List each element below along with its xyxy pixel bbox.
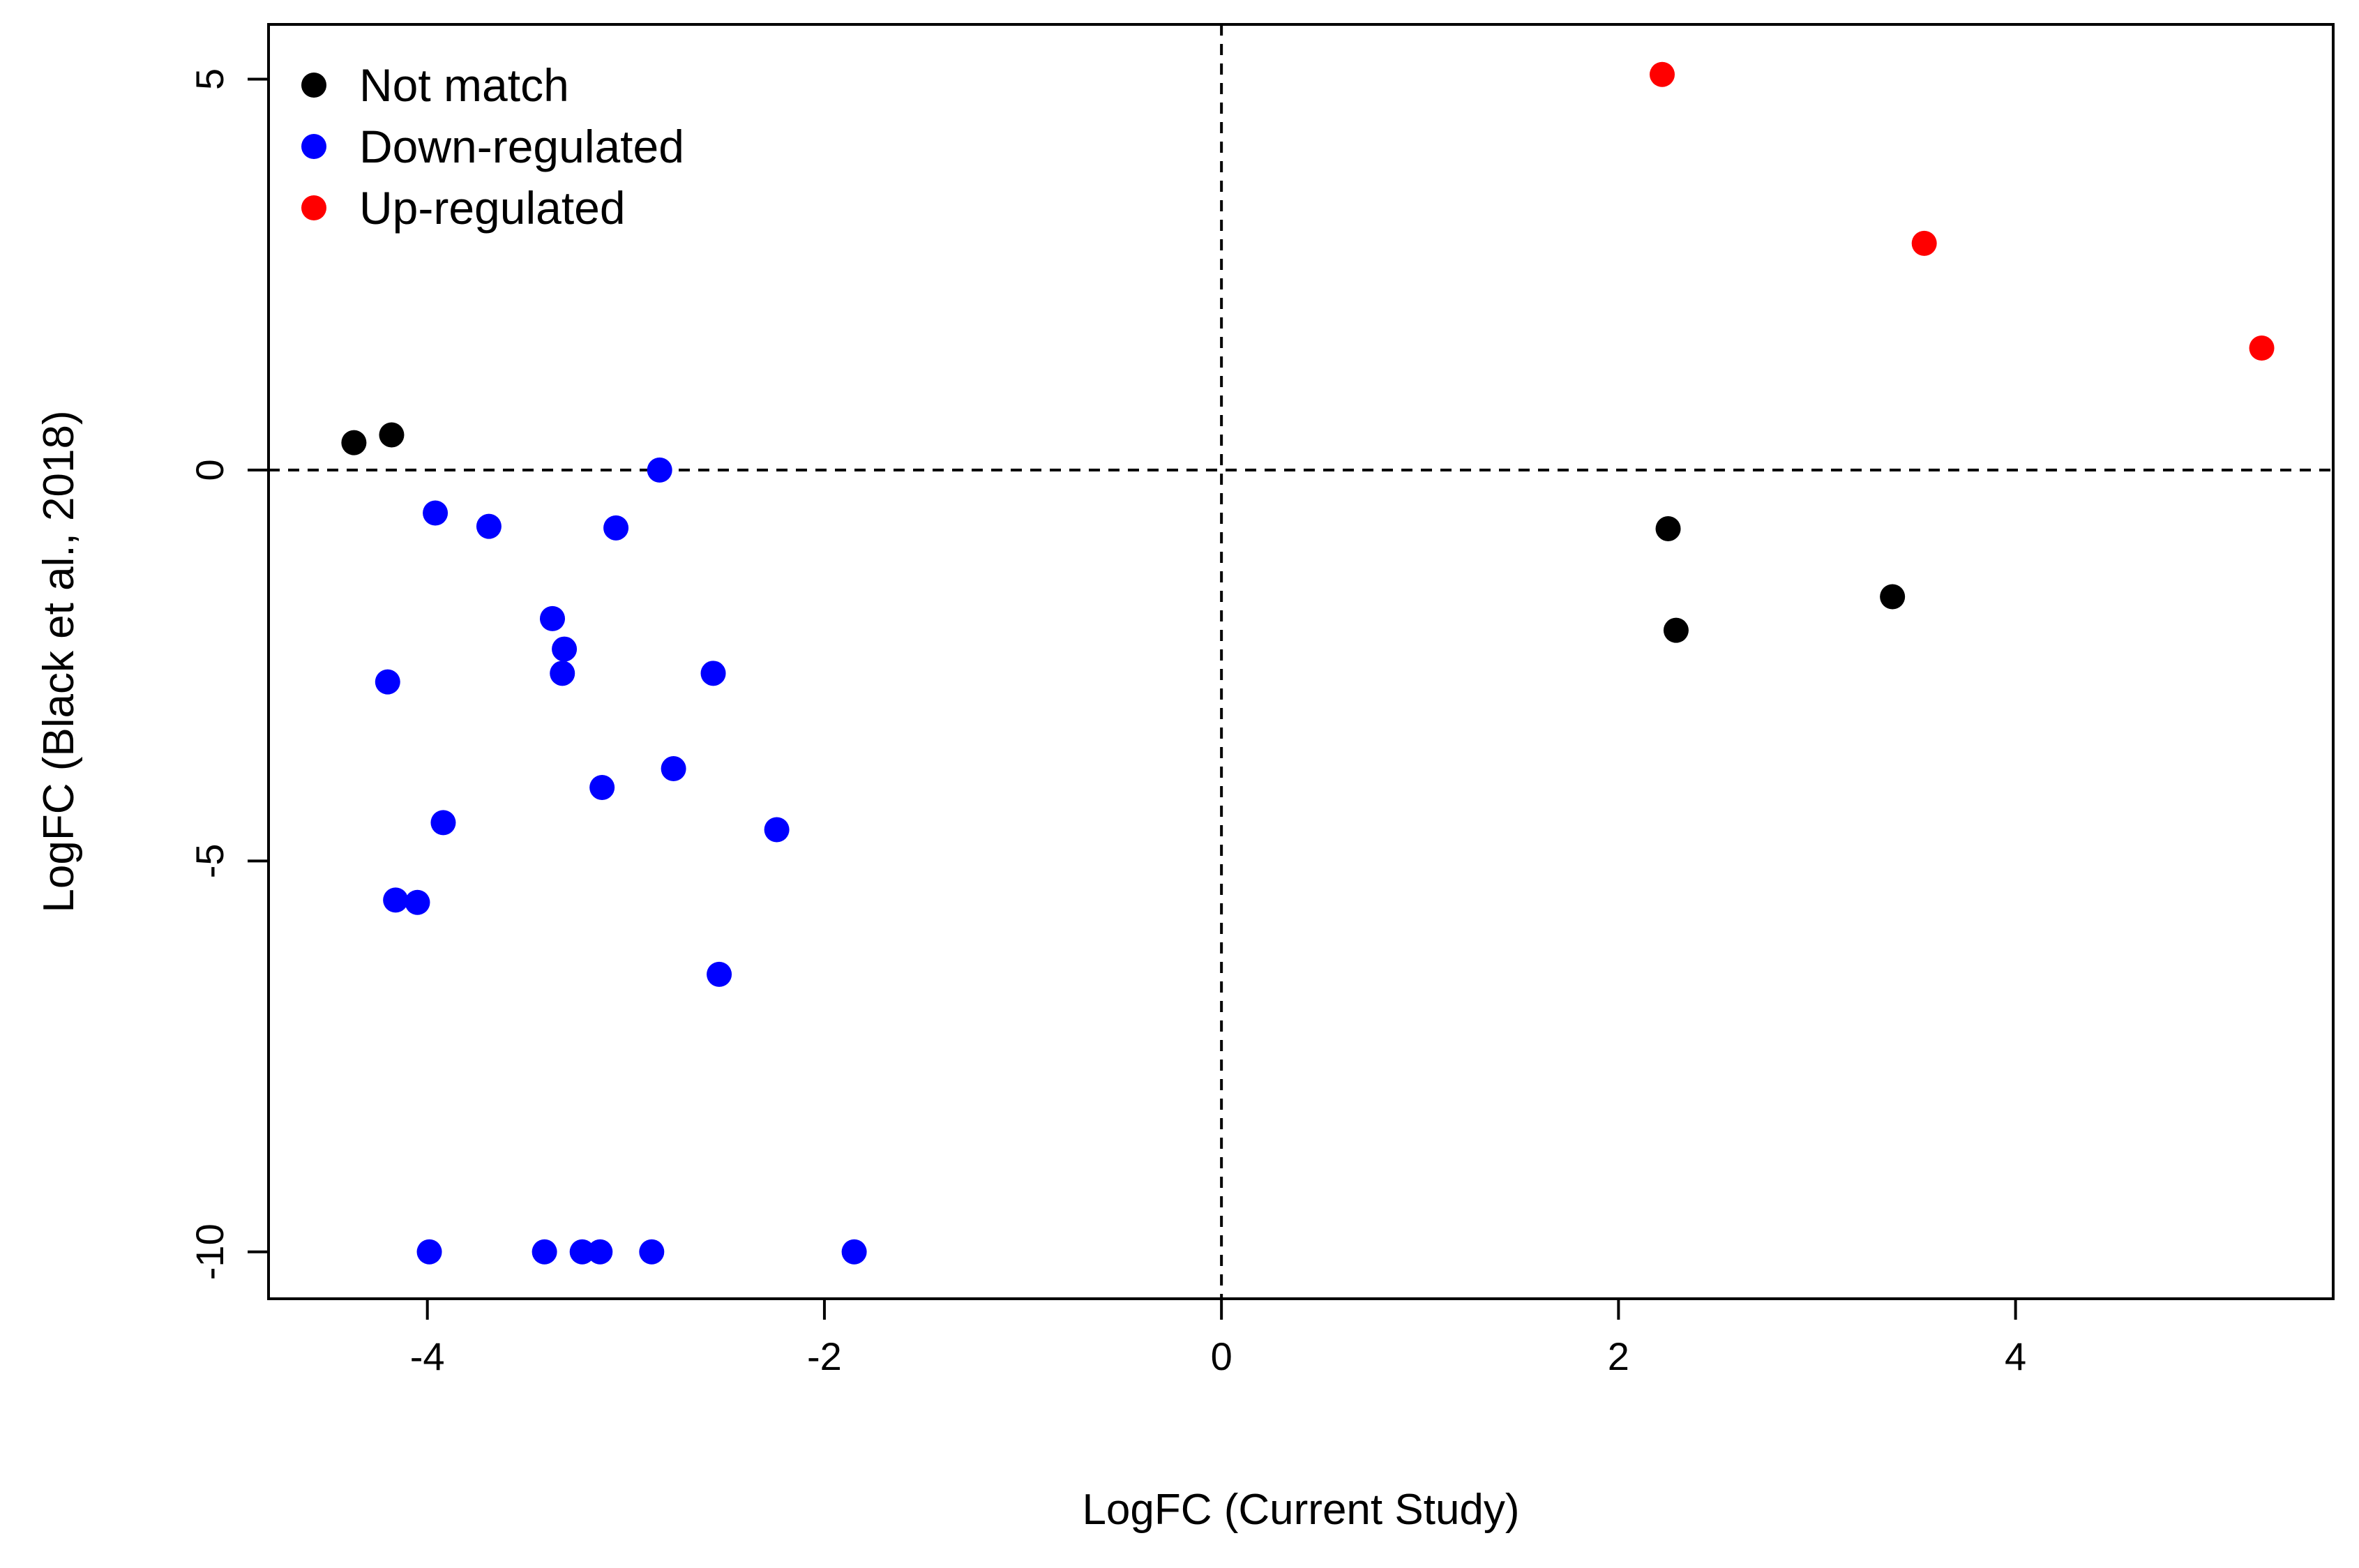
point-down-regulated [639,1239,665,1265]
x-tick-label: -2 [807,1334,842,1378]
point-down-regulated [476,513,502,539]
point-down-regulated [540,605,565,631]
point-not-match [379,422,405,448]
y-tick-label: 0 [188,459,232,481]
point-down-regulated [707,961,732,987]
point-down-regulated [532,1239,557,1265]
legend-label-up-regulated: Up-regulated [359,182,626,234]
plot-frame [267,23,2335,1300]
point-down-regulated [423,500,449,526]
point-down-regulated [661,756,686,782]
x-tick-label: -4 [410,1334,445,1378]
y-tick-label: 5 [188,68,232,90]
y-axis-title: LogFC (Black et al., 2018) [35,410,83,912]
point-down-regulated [416,1239,442,1265]
point-down-regulated [569,1239,595,1265]
legend-label-down-regulated: Down-regulated [359,121,684,172]
point-down-regulated [587,1239,613,1265]
point-down-regulated [383,887,409,913]
legend-marker-up-regulated [301,195,326,220]
y-tick-label: -5 [188,843,232,878]
x-axis-title: LogFC (Current Study) [1082,1486,1519,1534]
point-not-match [1663,617,1689,643]
point-down-regulated [700,661,726,686]
point-down-regulated [405,889,430,915]
y-tick-label: -10 [188,1223,232,1280]
legend-marker-not-match [301,73,326,98]
point-up-regulated [1911,230,1937,256]
legend-label-not-match: Not match [359,59,569,111]
legend: Not match Down-regulated Up-regulated [301,59,684,234]
point-down-regulated [552,636,578,662]
point-down-regulated [550,661,575,686]
point-down-regulated [841,1239,867,1265]
data-points [341,61,2275,1265]
x-axis: -4 -2 0 2 4 [410,1299,2026,1378]
point-down-regulated [375,669,400,695]
point-not-match [1880,584,1906,610]
point-up-regulated [2249,336,2275,361]
legend-marker-down-regulated [301,134,326,159]
point-not-match [341,430,367,455]
point-down-regulated [647,457,672,483]
point-up-regulated [1650,61,1675,87]
point-down-regulated [603,515,629,541]
x-tick-label: 0 [1211,1334,1233,1378]
point-not-match [1655,515,1681,541]
x-tick-label: 4 [2005,1334,2026,1378]
reference-lines [269,24,2333,1299]
point-down-regulated [430,810,456,836]
x-tick-label: 2 [1608,1334,1629,1378]
point-down-regulated [589,774,615,800]
y-axis: -10 -5 0 5 [188,68,269,1280]
point-down-regulated [764,817,790,843]
